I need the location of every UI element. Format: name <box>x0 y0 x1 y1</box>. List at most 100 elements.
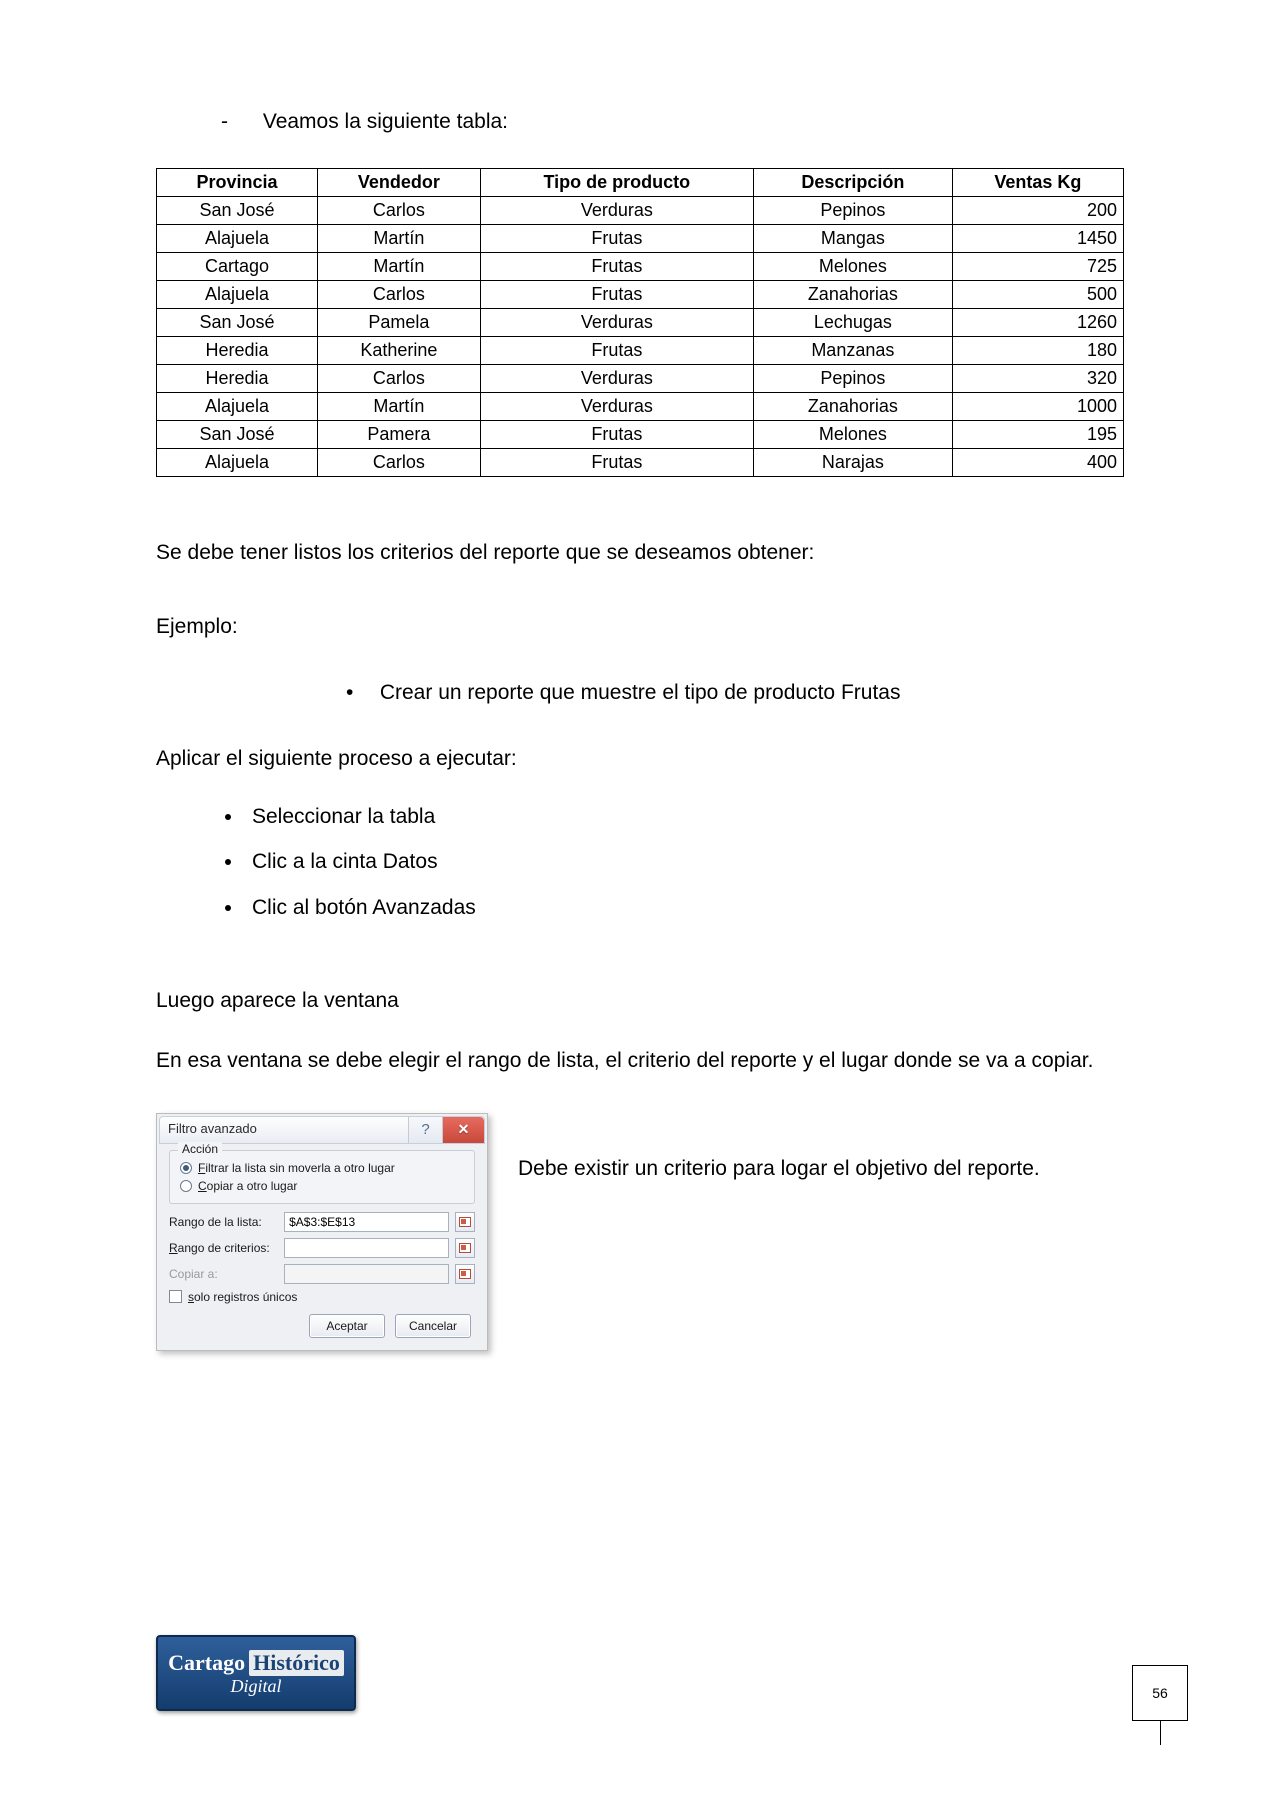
table-row: San JoséPamelaVerdurasLechugas1260 <box>157 309 1124 337</box>
range-select-icon <box>459 1243 471 1253</box>
list-item: Clic al botón Avanzadas <box>244 892 1124 924</box>
copy-to-row: Copiar a: <box>169 1264 475 1284</box>
table-row: HerediaCarlosVerdurasPepinos320 <box>157 365 1124 393</box>
table-cell: Pamela <box>318 309 481 337</box>
table-row: AlajuelaMartínVerdurasZanahorias1000 <box>157 393 1124 421</box>
close-button[interactable]: ✕ <box>442 1117 484 1143</box>
table-header: Tipo de producto <box>480 169 753 197</box>
aplicar-paragraph: Aplicar el siguiente proceso a ejecutar: <box>156 739 1124 779</box>
accept-button[interactable]: Aceptar <box>309 1314 385 1338</box>
table-cell: 400 <box>952 449 1123 477</box>
table-cell: Carlos <box>318 365 481 393</box>
table-cell: Alajuela <box>157 281 318 309</box>
help-icon: ? <box>421 1121 429 1138</box>
table-cell: Alajuela <box>157 449 318 477</box>
table-cell: Carlos <box>318 281 481 309</box>
dialog-titlebar: Filtro avanzado ? ✕ <box>159 1116 485 1144</box>
ventana-paragraph: En esa ventana se debe elegir el rango d… <box>156 1041 1124 1081</box>
table-cell: Frutas <box>480 337 753 365</box>
table-header: Descripción <box>754 169 953 197</box>
radio1-label: Filtrar la lista sin moverla a otro luga… <box>198 1161 395 1175</box>
page-number: 56 <box>1152 1685 1168 1701</box>
ejemplo-label: Ejemplo: <box>156 607 1124 647</box>
table-cell: Frutas <box>480 281 753 309</box>
range-select-icon <box>459 1217 471 1227</box>
advanced-filter-dialog: Filtro avanzado ? ✕ Acción Filtrar la li… <box>156 1113 488 1351</box>
table-cell: Manzanas <box>754 337 953 365</box>
bullet-crear-reporte: • Crear un reporte que muestre el tipo d… <box>346 681 1124 705</box>
table-cell: San José <box>157 197 318 225</box>
table-cell: Lechugas <box>754 309 953 337</box>
table-cell: Verduras <box>480 309 753 337</box>
unique-records-checkbox[interactable]: solo registros únicos <box>169 1290 475 1304</box>
cartago-historico-logo: CartagoHistórico Digital <box>156 1635 356 1711</box>
table-header: Vendedor <box>318 169 481 197</box>
table-cell: Pepinos <box>754 197 953 225</box>
table-row: San JoséCarlosVerdurasPepinos200 <box>157 197 1124 225</box>
dialog-body: Acción Filtrar la lista sin moverla a ot… <box>159 1144 485 1342</box>
table-row: AlajuelaMartínFrutasMangas1450 <box>157 225 1124 253</box>
cancel-button[interactable]: Cancelar <box>395 1314 471 1338</box>
list-range-label: Rango de la lista: <box>169 1215 278 1229</box>
copy-to-label: Copiar a: <box>169 1267 278 1281</box>
table-row: AlajuelaCarlosFrutasZanahorias500 <box>157 281 1124 309</box>
radio-copy-to[interactable]: Copiar a otro lugar <box>180 1179 466 1193</box>
page-number-box: 56 <box>1132 1665 1188 1721</box>
table-cell: Frutas <box>480 449 753 477</box>
close-icon: ✕ <box>458 1121 470 1138</box>
table-row: AlajuelaCarlosFrutasNarajas400 <box>157 449 1124 477</box>
list-range-ref-button[interactable] <box>455 1212 475 1232</box>
criteria-range-input[interactable] <box>284 1238 449 1258</box>
table-cell: 1260 <box>952 309 1123 337</box>
table-row: HerediaKatherineFrutasManzanas180 <box>157 337 1124 365</box>
bullet-dot-icon: • <box>346 681 374 705</box>
radio-icon <box>180 1180 192 1192</box>
intro-text: Veamos la siguiente tabla: <box>263 110 508 133</box>
table-cell: Martín <box>318 225 481 253</box>
table-cell: Verduras <box>480 197 753 225</box>
table-cell: Melones <box>754 253 953 281</box>
table-cell: Alajuela <box>157 225 318 253</box>
copy-to-ref-button[interactable] <box>455 1264 475 1284</box>
help-button[interactable]: ? <box>408 1117 442 1143</box>
copy-to-input[interactable] <box>284 1264 449 1284</box>
dash-bullet: - <box>221 110 257 134</box>
radio2-label: Copiar a otro lugar <box>198 1179 297 1193</box>
table-header: Provincia <box>157 169 318 197</box>
table-cell: Zanahorias <box>754 393 953 421</box>
table-cell: Melones <box>754 421 953 449</box>
page-marker-tick <box>1160 1721 1161 1745</box>
radio-icon <box>180 1162 192 1174</box>
table-cell: Martín <box>318 253 481 281</box>
table-cell: 320 <box>952 365 1123 393</box>
bullet-text: Crear un reporte que muestre el tipo de … <box>380 681 901 704</box>
table-cell: Heredia <box>157 337 318 365</box>
list-range-input[interactable] <box>284 1212 449 1232</box>
table-row: CartagoMartínFrutasMelones725 <box>157 253 1124 281</box>
logo-line1: CartagoHistórico <box>168 1650 344 1676</box>
list-range-row: Rango de la lista: <box>169 1212 475 1232</box>
table-cell: Heredia <box>157 365 318 393</box>
table-row: San JoséPameraFrutasMelones195 <box>157 421 1124 449</box>
range-select-icon <box>459 1269 471 1279</box>
table-cell: Mangas <box>754 225 953 253</box>
table-cell: Katherine <box>318 337 481 365</box>
table-cell: Cartago <box>157 253 318 281</box>
radio-filter-in-place[interactable]: Filtrar la lista sin moverla a otro luga… <box>180 1161 466 1175</box>
intro-line: - Veamos la siguiente tabla: <box>221 110 1124 134</box>
dialog-title: Filtro avanzado <box>160 1117 408 1143</box>
table-cell: Carlos <box>318 197 481 225</box>
list-item: Clic a la cinta Datos <box>244 846 1124 878</box>
table-cell: Frutas <box>480 421 753 449</box>
table-cell: Pepinos <box>754 365 953 393</box>
table-cell: 195 <box>952 421 1123 449</box>
steps-list: Seleccionar la tablaClic a la cinta Dato… <box>244 801 1124 924</box>
criteria-range-ref-button[interactable] <box>455 1238 475 1258</box>
table-cell: 200 <box>952 197 1123 225</box>
table-cell: Carlos <box>318 449 481 477</box>
table-cell: Frutas <box>480 253 753 281</box>
table-cell: 1450 <box>952 225 1123 253</box>
table-cell: Martín <box>318 393 481 421</box>
logo-line2: Digital <box>230 1676 281 1697</box>
criteria-range-label: Rango de criterios: <box>169 1241 278 1255</box>
